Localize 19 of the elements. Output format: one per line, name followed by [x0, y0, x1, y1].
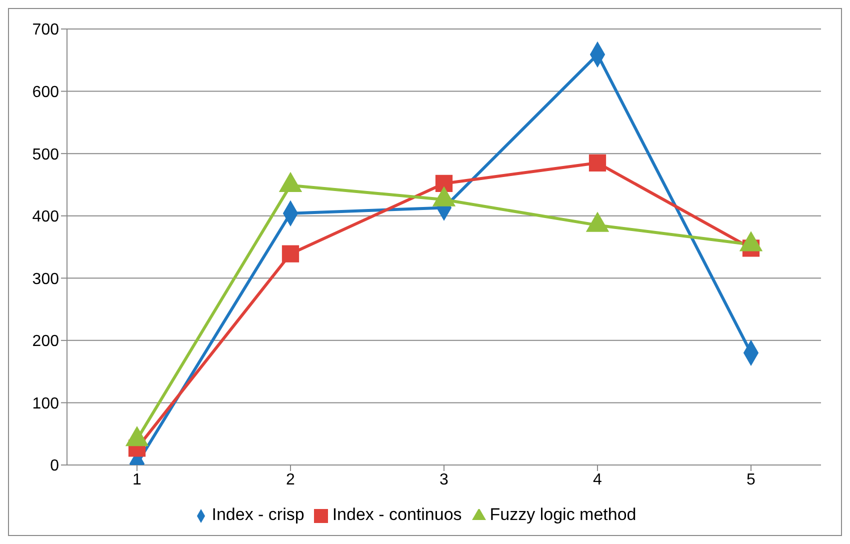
legend-label: Fuzzy logic method — [490, 505, 636, 524]
point — [282, 245, 300, 262]
x-tick-label: 3 — [440, 471, 449, 488]
y-tick-label: 100 — [32, 395, 60, 412]
legend-label: Index - crisp — [212, 505, 304, 524]
y-tick-label: 500 — [32, 146, 60, 164]
point — [435, 174, 453, 192]
x-tick-label: 2 — [286, 471, 296, 488]
y-tick-label: 0 — [50, 458, 60, 475]
legend-label: Index - continuos — [332, 505, 462, 524]
x-tick-label: 4 — [593, 471, 602, 488]
y-tick-label: 400 — [32, 208, 60, 226]
y-tick-label: 700 — [32, 22, 60, 39]
y-tick-label: 200 — [32, 333, 60, 350]
y-tick-label: 600 — [32, 84, 60, 101]
x-tick-label: 5 — [746, 471, 756, 488]
point — [588, 154, 606, 172]
x-tick-label: 1 — [132, 471, 142, 488]
y-tick-label: 300 — [32, 270, 60, 288]
